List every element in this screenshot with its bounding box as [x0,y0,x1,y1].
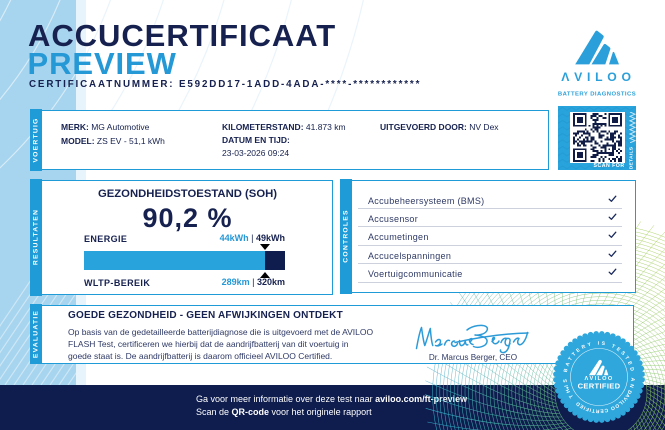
svg-text:BATTERY DIAGNOSTICS: BATTERY DIAGNOSTICS [558,92,636,98]
svg-text:DETAILS: DETAILS [629,146,635,169]
svg-text:ΛVILOO: ΛVILOO [585,376,614,382]
svg-text:ΛVILOO: ΛVILOO [561,70,636,84]
svg-text:CERTIFIED: CERTIFIED [578,381,621,390]
